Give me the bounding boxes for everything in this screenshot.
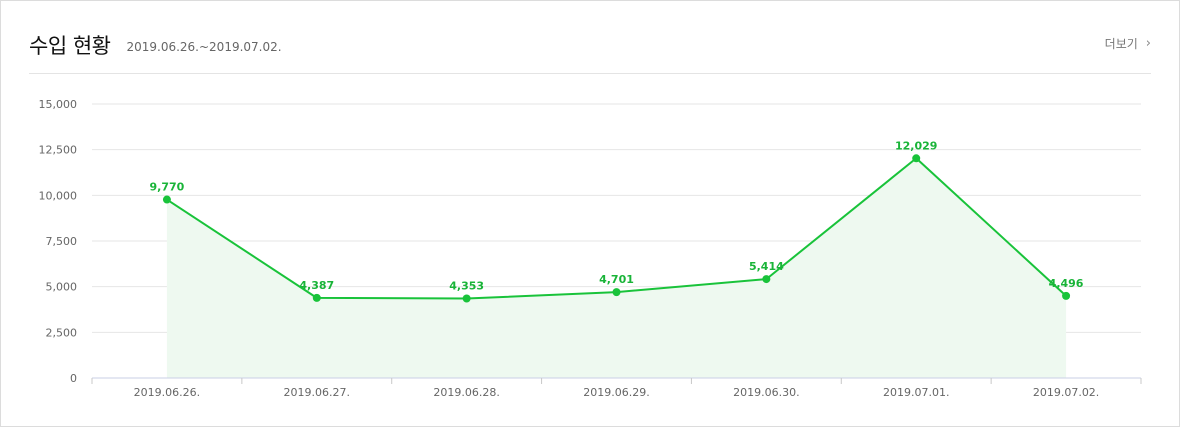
x-axis: [91, 377, 1142, 384]
data-label: 5,414: [749, 260, 784, 273]
series-area: [166, 158, 1067, 378]
x-tick-label: 2019.06.26.: [134, 386, 200, 399]
x-tick-label: 2019.07.02.: [1033, 386, 1099, 399]
y-tick-label: 2,500: [46, 326, 78, 339]
x-tick-label: 2019.06.29.: [583, 386, 649, 399]
data-label: 12,029: [895, 139, 937, 152]
data-points: [162, 154, 1071, 303]
card-title: 수입 현황: [29, 34, 111, 58]
data-label: 4,353: [449, 279, 484, 292]
card-header: 수입 현황 2019.06.26.~2019.07.02. 더보기 ›: [29, 25, 1151, 65]
data-label: 9,770: [150, 181, 185, 194]
x-tick-label: 2019.06.30.: [733, 386, 799, 399]
data-point: [762, 275, 771, 284]
chevron-right-icon: ›: [1145, 36, 1151, 51]
y-tick-label: 12,500: [39, 144, 78, 157]
data-point: [612, 288, 621, 297]
data-label: 4,496: [1049, 277, 1084, 290]
data-point: [462, 294, 471, 303]
x-tick-label: 2019.06.27.: [284, 386, 350, 399]
y-axis-ticks: 0 2,500 5,000 7,500 10,000 12,500 15,000: [39, 98, 78, 385]
more-link[interactable]: 더보기 ›: [1105, 35, 1151, 52]
y-tick-label: 15,000: [39, 98, 78, 111]
x-axis-ticks: 2019.06.26. 2019.06.27. 2019.06.28. 2019.06…: [134, 386, 1100, 399]
y-tick-label: 10,000: [39, 189, 78, 202]
y-tick-label: 0: [70, 372, 77, 385]
data-label: 4,387: [299, 279, 334, 292]
data-label: 4,701: [599, 273, 634, 286]
area-fill-layer: [166, 158, 1067, 378]
data-point: [312, 293, 321, 302]
data-point: [912, 154, 921, 163]
y-tick-label: 7,500: [46, 235, 78, 248]
x-tick-label: 2019.07.01.: [883, 386, 949, 399]
data-point: [1062, 291, 1071, 300]
x-tick-label: 2019.06.28.: [433, 386, 499, 399]
y-tick-label: 5,000: [46, 281, 78, 294]
header-divider: [29, 73, 1151, 74]
data-labels: 9,770 4,387 4,353 4,701 5,414 12,029 4,496: [150, 139, 1084, 292]
more-label: 더보기: [1104, 37, 1138, 51]
date-range: 2019.06.26.~2019.07.02.: [126, 40, 282, 54]
data-point: [162, 195, 171, 204]
